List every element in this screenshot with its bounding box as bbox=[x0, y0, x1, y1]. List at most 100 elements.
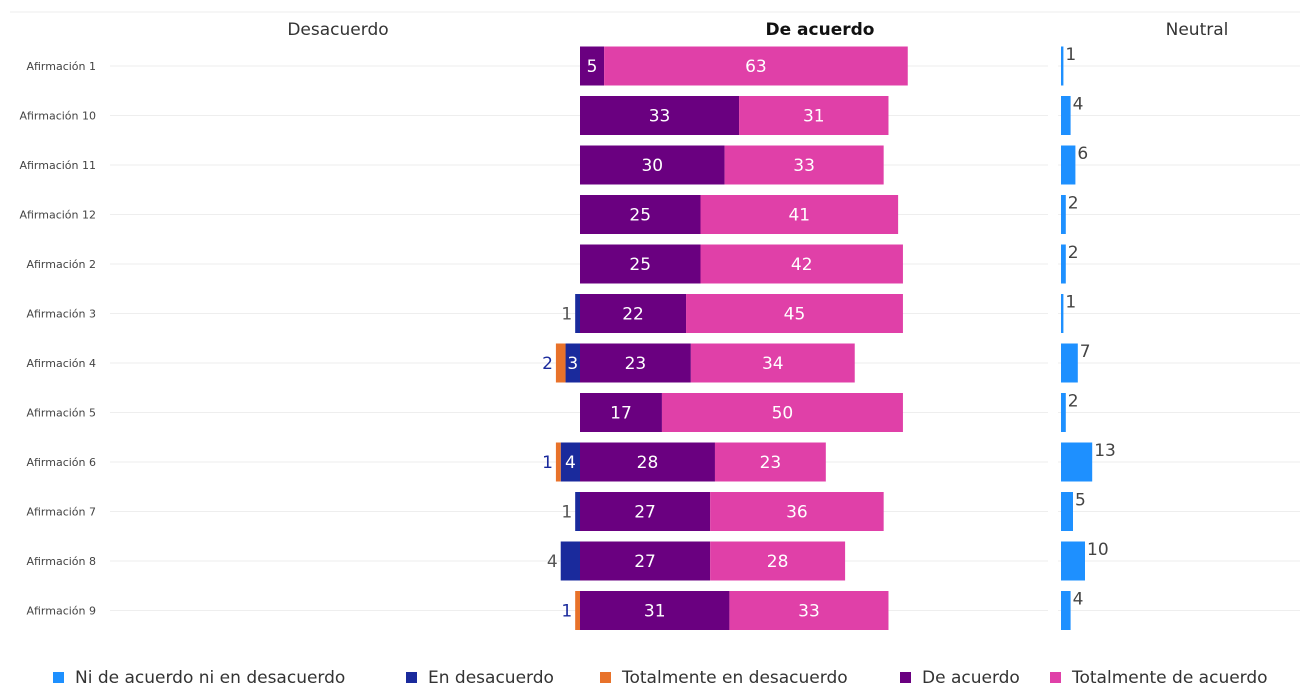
category-label: Afirmación 8 bbox=[26, 555, 96, 568]
bar-agree bbox=[580, 442, 715, 482]
legend-label: Ni de acuerdo ni en desacuerdo bbox=[75, 668, 345, 688]
legend-swatch bbox=[406, 672, 417, 683]
bar-strong-agree bbox=[690, 343, 855, 383]
bar-agree bbox=[580, 96, 740, 135]
data-label: 1 bbox=[542, 453, 553, 473]
data-label: 28 bbox=[637, 453, 659, 473]
data-label: 5 bbox=[587, 57, 598, 77]
category-label: Afirmación 7 bbox=[26, 506, 96, 519]
bar-strong-agree bbox=[710, 492, 884, 531]
legend-swatch bbox=[600, 672, 611, 683]
data-label: 22 bbox=[622, 305, 644, 325]
data-label: 23 bbox=[625, 354, 647, 374]
bar-strong-agree bbox=[739, 96, 889, 135]
legend-label: En desacuerdo bbox=[428, 668, 554, 688]
data-label: 10 bbox=[1087, 540, 1109, 560]
legend-item[interactable]: De acuerdo bbox=[900, 668, 1020, 688]
data-label: 33 bbox=[793, 156, 815, 176]
bar-agree bbox=[580, 541, 711, 581]
data-label: 4 bbox=[1073, 95, 1084, 115]
category-labels: Afirmación 1 Afirmación 10 Afirmación 11 Af… bbox=[19, 60, 96, 618]
category-label: Afirmación 11 bbox=[19, 159, 96, 172]
data-label: 2 bbox=[1068, 243, 1079, 263]
data-label: 4 bbox=[547, 552, 558, 572]
legend-item[interactable]: Totalmente de acuerdo bbox=[1050, 668, 1268, 688]
bar-disagree bbox=[560, 541, 580, 581]
bar-agree bbox=[580, 393, 662, 432]
data-label: 50 bbox=[772, 404, 794, 424]
category-label: Afirmación 10 bbox=[19, 110, 96, 123]
category-label: Afirmación 3 bbox=[26, 308, 96, 321]
bar-strong-agree bbox=[729, 591, 889, 630]
data-label: 1 bbox=[561, 503, 572, 523]
data-label: 17 bbox=[610, 404, 632, 424]
data-label: 5 bbox=[1075, 491, 1086, 511]
bar-neutral bbox=[1061, 492, 1073, 531]
bar-strong-disagree bbox=[555, 343, 566, 383]
bar-agree bbox=[580, 46, 605, 86]
bar-strong-agree bbox=[700, 244, 903, 284]
data-label: 27 bbox=[634, 552, 656, 572]
bar-disagree bbox=[565, 343, 580, 383]
legend[interactable]: Ni de acuerdo ni en desacuerdo En desacue… bbox=[53, 668, 1268, 688]
bar-neutral bbox=[1061, 195, 1066, 234]
bar-neutral bbox=[1061, 541, 1085, 581]
data-label: 2 bbox=[1068, 392, 1079, 412]
bar-strong-disagree bbox=[575, 591, 580, 630]
bar-neutral bbox=[1061, 96, 1071, 135]
data-label: 1 bbox=[1065, 45, 1076, 65]
data-label: 45 bbox=[784, 305, 806, 325]
bar-agree bbox=[580, 343, 691, 383]
bar-agree bbox=[580, 195, 701, 234]
data-label: 31 bbox=[644, 602, 666, 622]
bar-neutral bbox=[1061, 145, 1076, 185]
neutral-panel-header: Neutral bbox=[1166, 20, 1229, 40]
bar-disagree bbox=[575, 294, 580, 333]
bar-strong-agree bbox=[700, 195, 899, 234]
bar-agree bbox=[580, 294, 687, 333]
data-label: 31 bbox=[803, 107, 825, 127]
legend-item[interactable]: Totalmente en desacuerdo bbox=[600, 668, 848, 688]
bar-neutral bbox=[1061, 294, 1064, 333]
bar-neutral bbox=[1061, 244, 1066, 284]
data-label: 2 bbox=[1068, 194, 1079, 214]
data-label: 23 bbox=[760, 453, 782, 473]
bar-agree bbox=[580, 145, 725, 185]
data-label: 30 bbox=[641, 156, 663, 176]
legend-item[interactable]: Ni de acuerdo ni en desacuerdo bbox=[53, 668, 345, 688]
bar-agree bbox=[580, 244, 701, 284]
bar-strong-agree bbox=[686, 294, 903, 333]
category-label: Afirmación 1 bbox=[26, 60, 96, 73]
data-label: 13 bbox=[1094, 441, 1116, 461]
data-label: 6 bbox=[1077, 144, 1088, 164]
category-label: Afirmación 12 bbox=[19, 209, 96, 222]
data-label: 25 bbox=[629, 206, 651, 226]
category-label: Afirmación 9 bbox=[26, 605, 96, 618]
legend-label: De acuerdo bbox=[922, 668, 1020, 688]
data-label: 63 bbox=[745, 57, 767, 77]
category-label: Afirmación 4 bbox=[26, 357, 96, 370]
data-label: 2 bbox=[542, 354, 553, 374]
bar-strong-disagree bbox=[555, 442, 561, 482]
bar-strong-agree bbox=[710, 541, 846, 581]
bar-neutral bbox=[1061, 591, 1071, 630]
legend-swatch bbox=[53, 672, 64, 683]
data-label: 3 bbox=[567, 354, 578, 374]
legend-swatch bbox=[1050, 672, 1061, 683]
data-label: 25 bbox=[629, 255, 651, 275]
bar-neutral bbox=[1061, 442, 1093, 482]
data-label: 4 bbox=[1073, 590, 1084, 610]
legend-item[interactable]: En desacuerdo bbox=[406, 668, 554, 688]
data-label: 33 bbox=[798, 602, 820, 622]
data-label: 7 bbox=[1080, 342, 1091, 362]
category-label: Afirmación 5 bbox=[26, 407, 96, 420]
bar-agree bbox=[580, 591, 730, 630]
bar-strong-agree bbox=[604, 46, 908, 86]
data-label: 1 bbox=[561, 602, 572, 622]
legend-swatch bbox=[900, 672, 911, 683]
data-label: 28 bbox=[767, 552, 789, 572]
agree-panel-header: De acuerdo bbox=[766, 20, 875, 40]
bar-strong-agree bbox=[714, 442, 826, 482]
